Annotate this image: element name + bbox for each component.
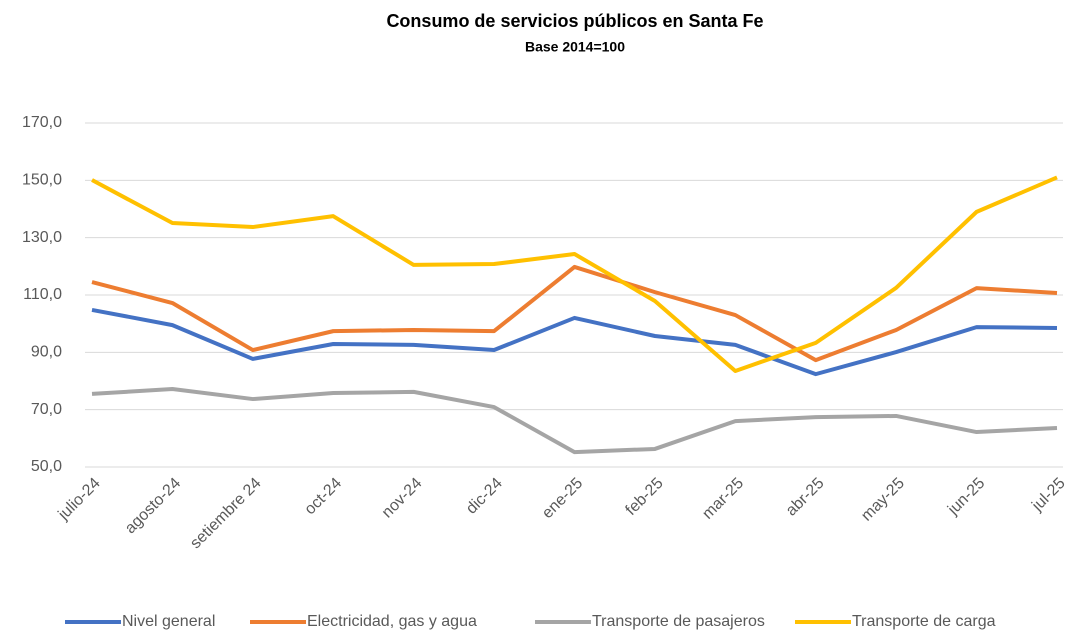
series-line	[91, 387, 1058, 455]
series-line	[91, 307, 1058, 377]
y-tick-label: 170,0	[22, 114, 62, 131]
y-tick-label: 50,0	[31, 458, 62, 475]
x-tick-label: julio-24	[55, 475, 104, 524]
legend-label: Transporte de pasajeros	[592, 613, 765, 630]
series-line	[91, 264, 1058, 363]
series-line	[91, 175, 1058, 373]
x-tick-label: nov-24	[379, 475, 426, 522]
x-tick-label: mar-25	[699, 475, 747, 523]
x-tick-label: setiembre 24	[187, 475, 265, 553]
legend-label: Transporte de carga	[852, 613, 996, 630]
legend-label: Electricidad, gas y agua	[307, 613, 477, 630]
x-tick-label: agosto-24	[122, 475, 184, 537]
y-tick-label: 130,0	[22, 229, 62, 246]
x-tick-label: feb-25	[623, 475, 667, 519]
chart-subtitle: Base 2014=100	[525, 39, 625, 55]
x-tick-label: abr-25	[783, 475, 828, 520]
x-tick-label: oct-24	[302, 475, 346, 519]
x-tick-label: dic-24	[463, 475, 506, 518]
legend-label: Nivel general	[122, 613, 215, 630]
x-tick-label: jul-25	[1028, 475, 1068, 515]
x-tick-label: may-25	[858, 475, 908, 525]
chart-title: Consumo de servicios públicos en Santa F…	[386, 11, 763, 31]
y-tick-label: 90,0	[31, 344, 62, 361]
y-tick-label: 150,0	[22, 172, 62, 189]
y-tick-label: 70,0	[31, 401, 62, 418]
x-tick-label: ene-25	[539, 475, 586, 522]
y-tick-label: 110,0	[23, 286, 62, 303]
x-tick-label: jun-25	[944, 475, 988, 519]
